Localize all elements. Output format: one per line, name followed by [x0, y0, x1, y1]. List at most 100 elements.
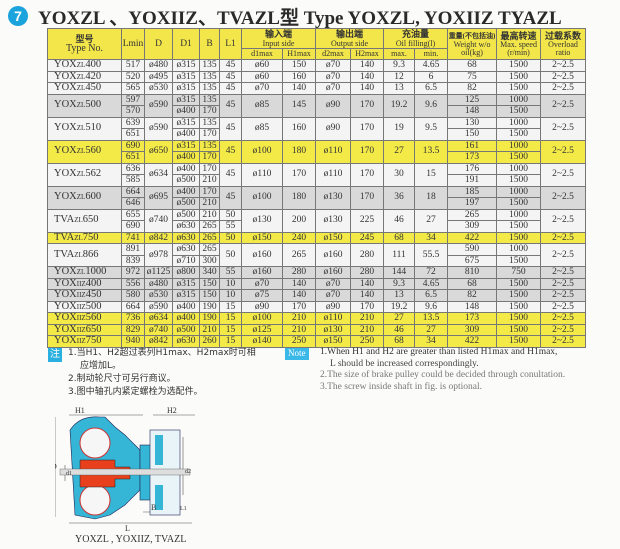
cell-overload: 2~2.5: [540, 82, 587, 95]
cell-value: 176: [464, 163, 480, 174]
cell-value: 197: [448, 197, 497, 209]
note-en-3: 3.The screw inside shaft in fig. is opti…: [320, 381, 482, 392]
cell-value: 170: [202, 186, 217, 197]
cell-oil-min: 4.65: [414, 277, 449, 290]
cell-b: 260: [199, 335, 220, 348]
cell-weight: 130 150: [447, 116, 498, 141]
cell-d1: ø630: [172, 231, 200, 244]
table-row: YOXZL600 664 646 ø695 ø400 ø500 170 210 45 ø100 18…: [47, 185, 587, 210]
type-num: 866: [82, 248, 99, 260]
cell-overload: 2~2.5: [540, 277, 587, 290]
header-d2max: d2max: [315, 47, 351, 60]
cell-b: 150: [199, 277, 220, 290]
cell-l1: 15: [219, 300, 242, 313]
note-cn-3: 3.图中轴孔内紧定螺栓为选配件。: [68, 387, 203, 397]
cell-b: 190: [199, 312, 220, 325]
type-mid: ZL: [74, 216, 83, 225]
cell-oil-min: 13.5: [414, 312, 449, 325]
header-output: 输出端 Output side: [314, 28, 385, 49]
cell-lmin: 520: [121, 70, 145, 83]
cell-type: YOXIIZ450: [47, 289, 122, 302]
cell-value: 170: [200, 105, 219, 117]
cell-h2max: 280: [349, 266, 385, 279]
note-cn-2: 2.制动轮尺寸可另行商议。: [68, 374, 176, 384]
cell-b: 170 210: [199, 162, 220, 187]
cell-oil-min: 55.5: [414, 243, 449, 267]
cell-speed: 1000 1500: [496, 185, 542, 210]
cell-h2max: 170: [349, 93, 385, 118]
cell-h1max: 145: [282, 93, 316, 118]
cell-d: ø695: [144, 185, 173, 210]
cell-value: 639: [125, 117, 141, 128]
cell-speed: 1500: [496, 312, 542, 325]
cell-d1max: ø60: [241, 70, 283, 83]
cell-l1: 45: [219, 59, 242, 72]
cell-b: 135 170: [199, 139, 220, 164]
type-pre: YOX: [54, 312, 77, 323]
label-l1: L1: [180, 506, 187, 512]
cell-value: 570: [122, 105, 144, 117]
cell-value: 265: [464, 209, 480, 220]
cell-h1max: 250: [282, 335, 316, 348]
cell-b: 135 170: [199, 93, 220, 118]
cell-d1max: ø110: [241, 162, 283, 187]
cell-value: 1500: [497, 174, 541, 186]
cell-speed: 750: [496, 266, 542, 279]
type-pre: YOX: [54, 99, 77, 111]
cell-h1max: 140: [282, 289, 316, 302]
type-pre: YOX: [54, 59, 77, 70]
cell-value: 125: [464, 94, 480, 105]
header-input: 输入端 Input side: [241, 28, 316, 49]
cell-b: 150: [199, 289, 220, 302]
cell-oil-min: 6.5: [414, 82, 449, 95]
type-pre: TVA: [54, 231, 75, 243]
cell-d2max: ø160: [315, 243, 351, 267]
table-row: YOXZL560 690 651 ø650 ø315 ø400 135 170 45 ø100 18…: [47, 139, 587, 164]
cell-lmin: 664: [121, 300, 145, 313]
cell-d2max: ø70: [315, 289, 351, 302]
cell-speed: 1500: [496, 289, 542, 302]
cell-overload: 2~2.5: [540, 300, 587, 313]
cell-speed: 1500: [496, 231, 542, 244]
cell-overload: 2~2.5: [540, 139, 587, 164]
cell-oil-max: 27: [383, 139, 416, 164]
cell-oil-min: 18: [414, 185, 449, 210]
type-num: 500: [85, 300, 102, 312]
type-mid: IIZ: [76, 279, 86, 288]
label-h2: H2: [167, 406, 177, 415]
cell-value: ø500: [173, 174, 199, 186]
cell-d1max: ø75: [241, 289, 283, 302]
cell-d1max: ø70: [241, 82, 283, 95]
type-pre: YOX: [54, 82, 77, 93]
cell-value: ø315: [176, 140, 196, 151]
cell-value: 130: [464, 117, 480, 128]
cell-value: 839: [122, 254, 144, 267]
type-mid: ZL: [74, 233, 83, 242]
cell-overload: 2~2.5: [540, 289, 587, 302]
cell-type: YOXIIZ400: [47, 277, 122, 290]
cell-weight: 810: [447, 266, 498, 279]
cell-weight: 148: [447, 300, 498, 313]
cell-lmin: 940: [121, 335, 145, 348]
cell-type: YOXZL600: [47, 185, 122, 210]
cell-speed: 1500: [496, 59, 542, 72]
cell-value: 655: [125, 209, 141, 220]
cell-h2max: 140: [349, 59, 385, 72]
type-pre: YOX: [54, 145, 77, 157]
table-row: YOXIIZ450 580 ø530 ø315 150 10 ø75 140 ø70 140 13 6…: [47, 289, 587, 302]
cell-b: 135 170: [199, 116, 220, 141]
table-row: YOXIIZ400 556 ø480 ø315 150 10 ø70 140 ø70 140 9.3…: [47, 277, 587, 290]
cell-d: ø530: [144, 82, 173, 95]
type-num: 1000: [85, 266, 107, 277]
cell-type: TVAZL650: [47, 208, 122, 233]
cell-d1: ø315 ø400: [172, 93, 200, 118]
section-number-badge: 7: [8, 6, 28, 26]
cell-oil-max: 13: [383, 82, 416, 95]
cell-oil-min: 72: [414, 266, 449, 279]
note-cn-1b: 应增加L。: [80, 361, 122, 371]
type-mid: ZL: [76, 193, 86, 202]
cell-l1: 45: [219, 93, 242, 118]
cell-l1: 45: [219, 70, 242, 83]
cell-d: ø1125: [144, 266, 173, 279]
cell-d1: ø500: [172, 323, 200, 336]
